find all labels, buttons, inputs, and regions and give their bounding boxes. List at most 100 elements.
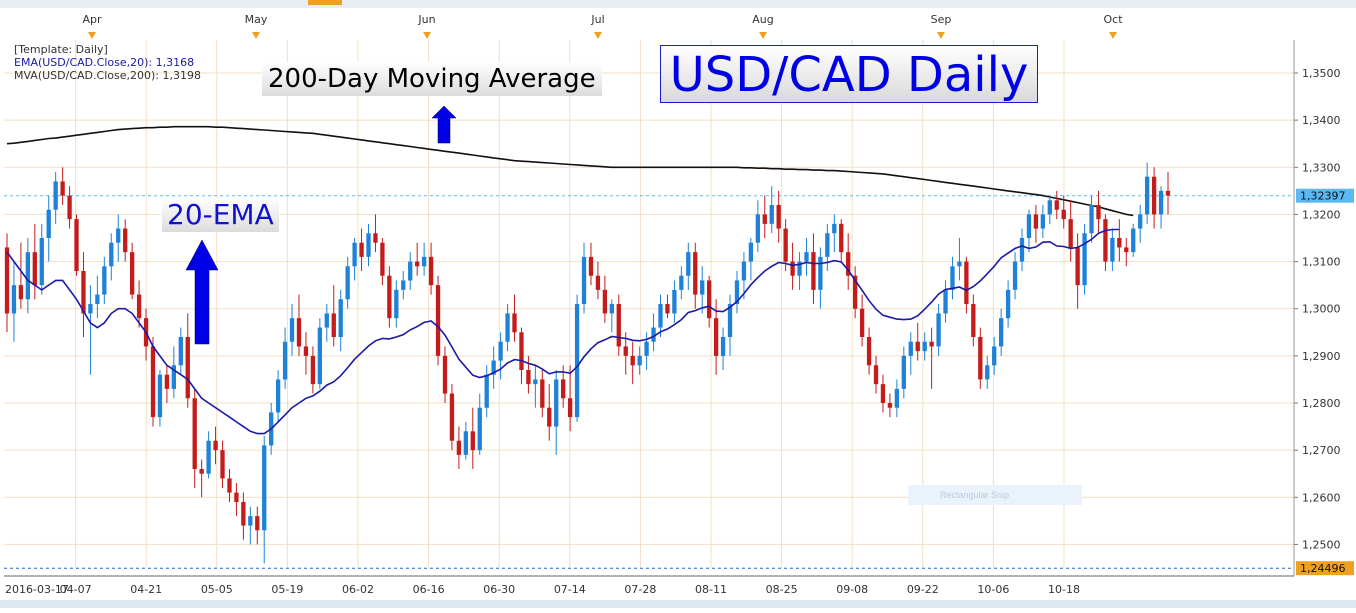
candle-up (1040, 214, 1046, 229)
candle-down (880, 384, 886, 403)
candle-up (401, 280, 406, 290)
candle-up (679, 275, 684, 290)
candle-down (303, 346, 309, 356)
candle-down (526, 370, 531, 385)
candle-down (18, 285, 24, 300)
candle-up (644, 341, 649, 356)
candle-up (720, 337, 726, 356)
candle-down (199, 469, 204, 474)
candle-down (873, 365, 879, 385)
x-tick-label: 09-08 (836, 583, 868, 596)
candle-up (700, 280, 705, 295)
legend-ema: EMA(USD/CAD.Close,20): 1,3168 (14, 56, 195, 69)
candle-down (241, 502, 246, 526)
candle-up (998, 318, 1004, 347)
candle-up (533, 379, 538, 385)
candle-down (310, 355, 316, 385)
month-marker (1109, 32, 1117, 39)
candle-up (477, 407, 482, 451)
candle-down (929, 341, 934, 347)
candle-up (1089, 205, 1094, 234)
candle-down (790, 261, 795, 276)
candle-up (609, 304, 614, 314)
candle-up (686, 252, 691, 276)
y-tick-label: 1,3400 (1302, 114, 1341, 127)
candle-down (978, 337, 983, 380)
month-label: Oct (1103, 13, 1123, 26)
candle-up (908, 341, 913, 356)
month-label: Jul (590, 13, 604, 26)
candle-down (887, 403, 893, 408)
low-price-badge (1296, 561, 1354, 576)
month-label: Sep (931, 13, 952, 26)
candle-up (421, 256, 427, 267)
top-scroll-tab[interactable] (308, 0, 342, 5)
candle-down (971, 304, 976, 337)
candle-up (825, 233, 830, 257)
candle-down (415, 261, 420, 267)
candle-up (985, 365, 990, 380)
candle-down (387, 275, 392, 319)
candle-up (345, 266, 350, 300)
candle-down (567, 398, 573, 418)
candle-up (366, 233, 371, 257)
candle-down (776, 205, 781, 229)
candle-up (818, 256, 823, 290)
ma200-arrow-up (431, 105, 457, 144)
candle-up (206, 440, 211, 474)
candle-up (936, 313, 941, 347)
candle-down (67, 195, 72, 220)
candle-up (672, 289, 677, 314)
month-marker (594, 32, 602, 39)
candle-down (456, 440, 462, 455)
candle-up (95, 294, 100, 304)
candle-down (164, 374, 170, 389)
ema20-line (6, 228, 1120, 435)
candle-up (484, 374, 489, 408)
candle-up (275, 379, 281, 413)
ema-arrow-up (185, 239, 219, 345)
candle-down (693, 252, 698, 295)
candle-up (39, 238, 44, 286)
candle-down (707, 280, 712, 319)
candle-down (81, 271, 86, 314)
candle-down (713, 318, 719, 356)
candle-down (255, 516, 260, 531)
candle-down (60, 181, 65, 196)
x-tick-label: 08-11 (695, 583, 727, 596)
candle-down (32, 252, 37, 286)
candle-up (804, 252, 809, 262)
candle-up (394, 289, 399, 319)
ma200-callout: 200-Day Moving Average (262, 62, 602, 96)
candle-down (331, 313, 336, 337)
candle-down (1117, 238, 1122, 248)
legend-template: [Template: Daily] (14, 43, 108, 56)
candle-down (1151, 176, 1157, 215)
candle-up (289, 318, 295, 342)
y-tick-label: 1,2700 (1302, 444, 1341, 457)
y-tick-label: 1,3500 (1302, 67, 1341, 80)
candle-up (178, 337, 183, 366)
candle-down (74, 219, 79, 271)
candle-up (88, 304, 93, 314)
x-tick-label: 06-30 (483, 583, 515, 596)
month-marker (88, 32, 96, 39)
candle-up (262, 445, 267, 531)
candle-down (915, 341, 920, 352)
candle-up (1082, 233, 1087, 286)
snip-ghost-overlay: Rectangular Snip (908, 485, 1082, 505)
candle-up (769, 205, 774, 224)
candle-up (53, 181, 58, 210)
candle-up (324, 313, 329, 328)
x-tick-label: 07-14 (554, 583, 586, 596)
candle-up (463, 431, 468, 455)
candle-up (755, 214, 760, 243)
candle-up (581, 256, 587, 304)
candle-down (428, 256, 434, 286)
arrows (185, 105, 457, 345)
candle-up (498, 341, 503, 361)
candle-up (797, 261, 802, 276)
candle-down (220, 450, 225, 479)
candle-down (1165, 190, 1171, 196)
